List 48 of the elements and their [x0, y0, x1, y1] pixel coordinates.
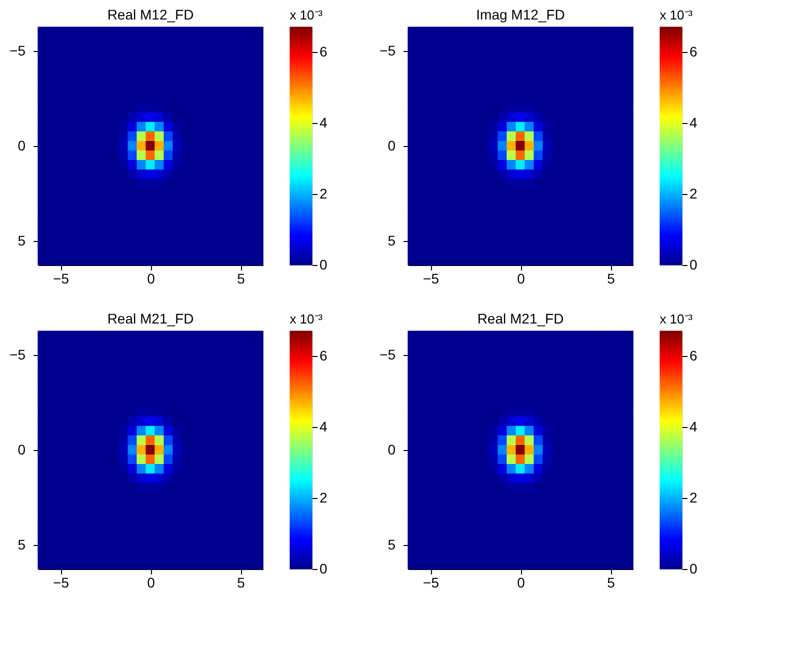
y-tick-label: 5 — [388, 232, 396, 249]
chart-title: Real M21_FD — [107, 310, 194, 327]
color-bar-label: 2 — [320, 489, 328, 506]
x-tick-label: 5 — [237, 574, 246, 590]
x-tick-label: 0 — [517, 574, 526, 590]
y-tick-label: 0 — [18, 138, 26, 154]
color-bar-label: 0 — [320, 560, 328, 576]
x-tick-label: 0 — [517, 270, 526, 286]
chart-title: Real M12_FD — [107, 6, 194, 23]
y-tick-label: 5 — [388, 536, 396, 553]
x-tick-label: 5 — [607, 270, 616, 286]
y-tick-label: −5 — [10, 42, 26, 58]
y-tick-label: −5 — [380, 42, 396, 58]
color-bar-label: 2 — [690, 185, 698, 202]
y-tick-label: 0 — [18, 442, 26, 458]
x-tick-label: 0 — [147, 270, 156, 286]
y-tick-label: 5 — [18, 536, 26, 553]
color-bar-label: 0 — [690, 256, 698, 272]
color-bar-label: 6 — [690, 347, 698, 364]
x-tick-label: 5 — [237, 270, 246, 286]
color-bar-title: x 10⁻³ — [290, 312, 324, 327]
x-tick-label: 0 — [147, 574, 156, 590]
chart-title: Imag M12_FD — [476, 6, 565, 23]
color-bar-title: x 10⁻³ — [290, 8, 324, 23]
color-bar-title: x 10⁻³ — [660, 312, 694, 327]
color-bar-title: x 10⁻³ — [660, 8, 694, 23]
y-tick-label: −5 — [380, 346, 396, 362]
y-tick-label: 5 — [18, 232, 26, 249]
color-bar-label: 6 — [320, 347, 328, 364]
color-bar-label: 6 — [690, 43, 698, 60]
chart-title: Real M21_FD — [477, 310, 564, 327]
x-tick-label: 5 — [607, 574, 616, 590]
y-tick-label: 0 — [388, 442, 396, 458]
color-bar-label: 4 — [690, 418, 698, 434]
color-bar-label: 0 — [690, 560, 698, 576]
color-bar-label: 2 — [690, 489, 698, 506]
color-bar-label: 4 — [320, 114, 328, 130]
y-tick-label: 0 — [388, 138, 396, 154]
color-bar-label: 4 — [320, 418, 328, 434]
color-bar-label: 0 — [320, 256, 328, 272]
x-tick-label: −5 — [423, 574, 440, 590]
y-tick-label: −5 — [10, 346, 26, 362]
x-tick-label: −5 — [53, 574, 70, 590]
x-tick-label: −5 — [423, 270, 440, 286]
x-tick-label: −5 — [53, 270, 70, 286]
color-bar-label: 6 — [320, 43, 328, 60]
color-bar-label: 4 — [690, 114, 698, 130]
color-bar-label: 2 — [320, 185, 328, 202]
